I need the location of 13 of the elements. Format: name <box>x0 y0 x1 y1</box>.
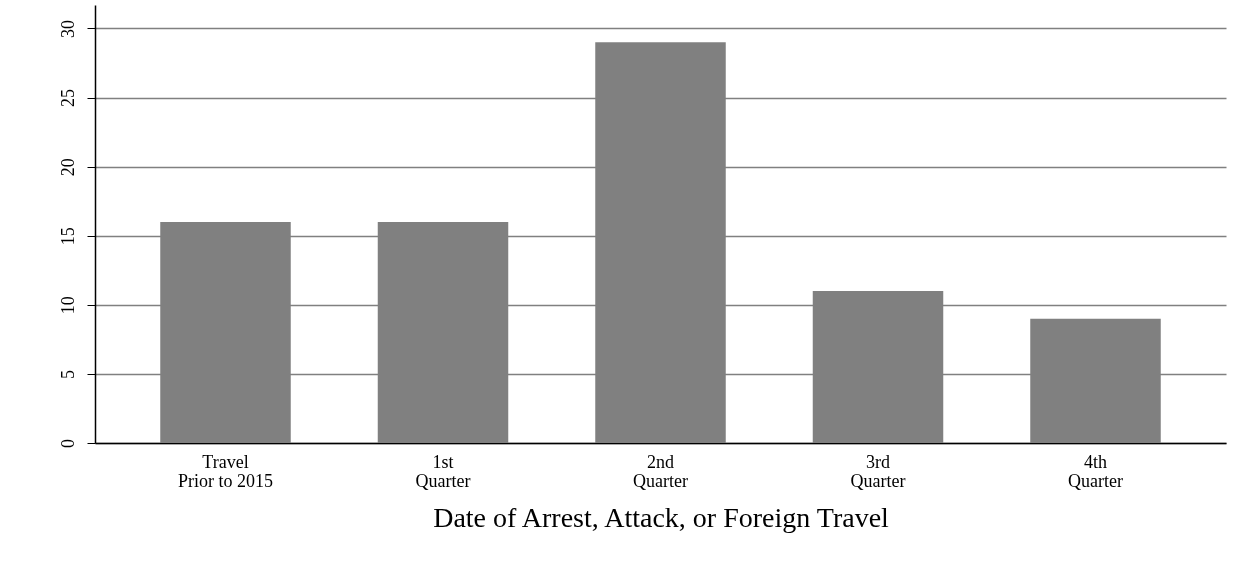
x-axis-title: Date of Arrest, Attack, or Foreign Travel <box>433 501 890 533</box>
y-tick-label: 5 <box>57 369 78 379</box>
y-tick-label: 0 <box>57 439 78 448</box>
y-tick-label: 25 <box>57 89 78 108</box>
x-tick-label: 2nd Quarter <box>633 451 688 491</box>
y-tick-label: 15 <box>57 227 78 246</box>
y-tick-label: 10 <box>57 296 78 315</box>
y-tick-label: 20 <box>57 158 78 177</box>
x-tick-label: 1st Quarter <box>415 451 471 491</box>
x-tick-label: 3rd Quarter <box>850 451 906 491</box>
y-tick-label: 30 <box>57 19 78 38</box>
x-tick-label: Travel Prior to 2015 <box>177 451 274 491</box>
x-tick-label: 4th Quarter <box>1068 451 1123 491</box>
